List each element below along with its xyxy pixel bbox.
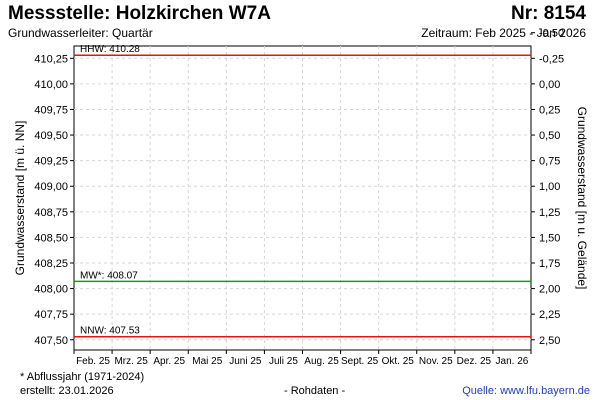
y-tick-label-left: 409,25: [34, 156, 68, 168]
y-tick-label-left: 409,50: [34, 130, 68, 142]
reference-lines: HHW: 410.28 MW*: 408.07 NNW: 407.53: [74, 44, 531, 338]
y-tick-label-right: 1,75: [539, 258, 560, 270]
y-tick-label-right: -0,25: [539, 53, 564, 65]
x-tick-label: Aug. 25: [304, 356, 339, 367]
y-tick-label-right: 1,00: [539, 181, 560, 193]
source-link[interactable]: www.lfu.bayern.de: [500, 385, 590, 397]
y-axis-right-label: Grundwasserstand [m u. Gelände]: [575, 107, 589, 290]
y-tick-label-right: -0,50: [539, 28, 564, 40]
source-label: Quelle:: [462, 385, 501, 397]
y-tick-label-left: 409,00: [34, 181, 68, 193]
x-tick-label: Feb. 25: [76, 356, 110, 367]
y-tick-label-right: 1,50: [539, 232, 560, 244]
raw-data-label: - Rohdaten -: [284, 385, 346, 397]
y-tick-label-right: 0,00: [539, 79, 560, 91]
x-tick-label: Apr. 25: [153, 356, 185, 367]
x-tick-label: Okt. 25: [382, 356, 415, 367]
y-tick-label-left: 408,75: [34, 207, 68, 219]
period-label: Zeitraum: Feb 2025 - Jan 2026: [421, 26, 586, 40]
x-tick-label: Jan. 26: [496, 356, 529, 367]
y-tick-label-left: 409,75: [34, 104, 68, 116]
aquifer-label: Grundwasserleiter: Quartär: [8, 26, 153, 40]
y-tick-label-left: 410,25: [34, 53, 68, 65]
station-title: Messstelle: Holzkirchen W7A: [8, 3, 271, 24]
y-tick-label-left: 407,75: [34, 309, 68, 321]
x-tick-label: Juni 25: [229, 356, 262, 367]
y-tick-label-right: 1,25: [539, 207, 560, 219]
reference-line-label: HHW: 410.28: [80, 44, 140, 55]
y-tick-label-left: 408,25: [34, 258, 68, 270]
y-tick-label-right: 2,00: [539, 284, 560, 296]
y-tick-label-right: 0,75: [539, 156, 560, 168]
station-number: Nr: 8154: [511, 3, 586, 24]
x-tick-label: Dez. 25: [457, 356, 492, 367]
x-tick-label: Mrz. 25: [114, 356, 148, 367]
x-tick-label: Juli 25: [269, 356, 298, 367]
y-axis-left-label: Grundwasserstand [m ü. NN]: [13, 121, 27, 276]
y-axis-right: -0,50 -0,25 0,00 0,25 0,50 0,75 1,00 1,25 1,50 1,…: [531, 28, 564, 347]
x-tick-label: Sept. 25: [341, 356, 379, 367]
created-date: erstellt: 23.01.2026: [20, 385, 114, 397]
footnote: * Abflussjahr (1971-2024): [20, 371, 145, 383]
y-tick-label-left: 408,50: [34, 232, 68, 244]
reference-line-label: MW*: 408.07: [80, 270, 138, 281]
x-axis: Feb. 25 Mrz. 25 Apr. 25 Mai 25 Juni 25 Juli 2…: [73, 350, 532, 367]
y-tick-label-right: 2,25: [539, 309, 560, 321]
source: Quelle: www.lfu.bayern.de: [462, 385, 590, 397]
grid-lines: [74, 46, 531, 350]
reference-line-label: NNW: 407.53: [80, 326, 140, 337]
x-tick-label: Nov. 25: [419, 356, 453, 367]
y-tick-label-left: 408,00: [34, 284, 68, 296]
y-tick-label-left: 407,50: [34, 335, 68, 347]
y-tick-label-left: 410,00: [34, 79, 68, 91]
y-tick-label-right: 0,50: [539, 130, 560, 142]
y-tick-label-right: 2,50: [539, 335, 560, 347]
y-tick-label-right: 0,25: [539, 104, 560, 116]
x-tick-label: Mai 25: [192, 356, 222, 367]
y-axis-left: 410,25 410,00 409,75 409,50 409,25 409,00 408,…: [34, 53, 74, 347]
